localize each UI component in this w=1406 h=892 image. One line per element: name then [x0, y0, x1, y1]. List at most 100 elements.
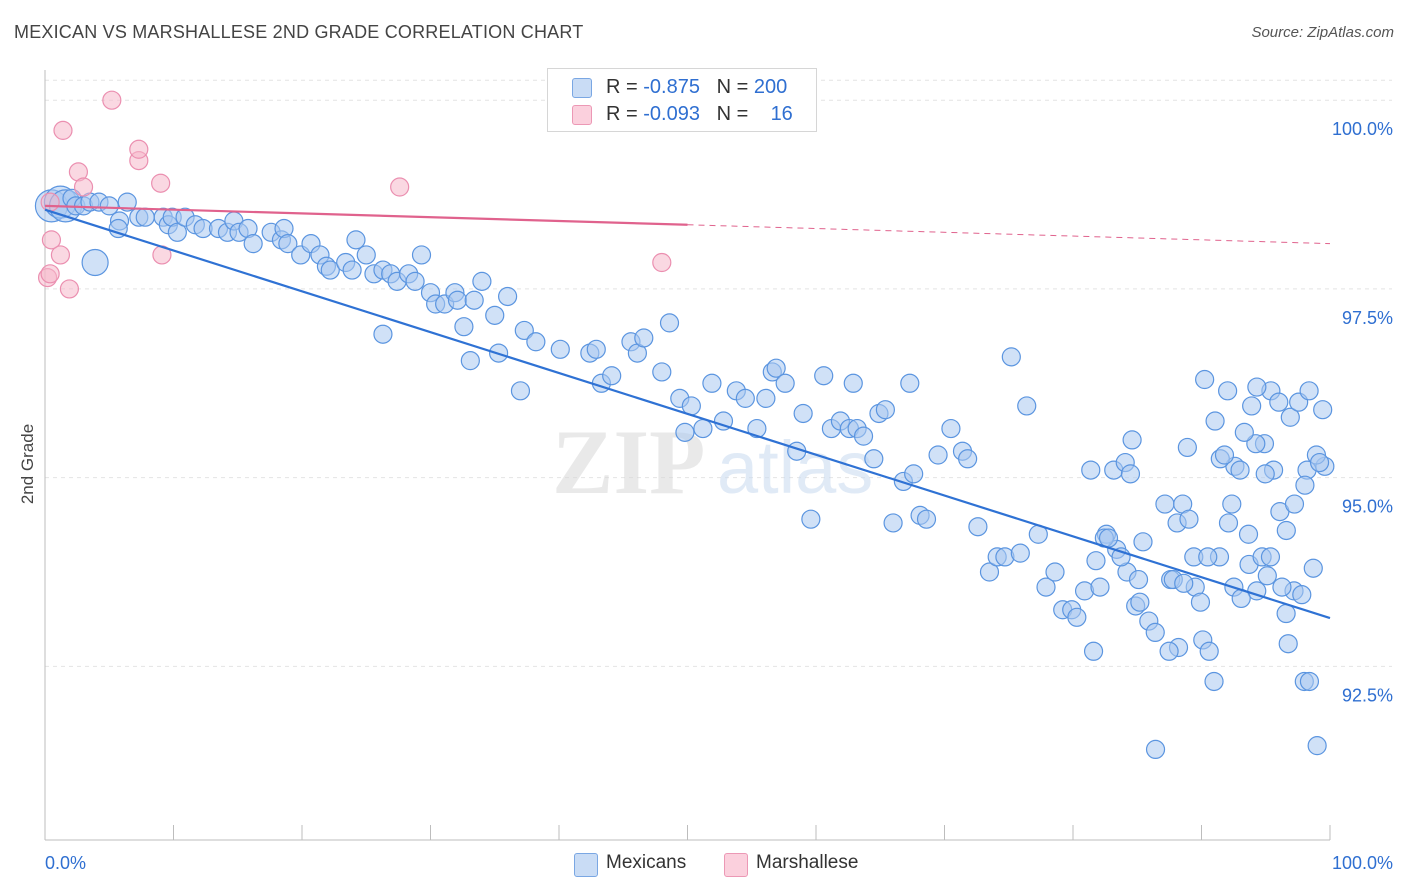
mexicans-point	[843, 373, 863, 393]
mexicans-point	[1199, 641, 1219, 661]
mexicans-point	[1086, 551, 1106, 571]
marshallese-point	[102, 90, 122, 110]
mexicans-point	[875, 400, 895, 420]
mexicans-point	[1130, 592, 1150, 612]
mexicans-point	[135, 207, 155, 227]
legend-text-mexicans: R = -0.875 N = 200	[606, 76, 787, 99]
mexicans-point	[1242, 396, 1262, 416]
mexicans-point	[1120, 464, 1141, 484]
mexicans-point	[1174, 573, 1194, 593]
legend-r-value: -0.875	[643, 76, 700, 98]
mexicans-point	[801, 509, 821, 529]
mexicans-point	[883, 513, 903, 533]
marshallese-trend-extension	[687, 224, 1331, 245]
legend-n-label: N =	[716, 103, 749, 125]
legend-swatch-marshallese	[572, 105, 592, 125]
mexicans-point	[1284, 494, 1305, 514]
mexicans-point	[1083, 641, 1104, 661]
mexicans-point	[1159, 641, 1179, 661]
bottom-legend-label: Mexicans	[606, 852, 687, 873]
mexicans-point	[675, 422, 695, 442]
mexicans-point	[775, 373, 795, 393]
mexicans-point	[498, 286, 518, 307]
bottom-legend-label: Marshallese	[756, 852, 859, 873]
mexicans-point	[864, 449, 884, 469]
mexicans-point	[958, 449, 978, 469]
marshallese-points	[37, 90, 672, 299]
mexicans-point	[1269, 392, 1289, 412]
y-tick-label: 95.0%	[1342, 497, 1393, 517]
trend-lines	[44, 204, 1331, 620]
mexicans-trend-line	[44, 208, 1331, 620]
legend-n-value: 16	[770, 103, 793, 125]
mexicans-point	[243, 234, 263, 254]
mexicans-point	[1276, 520, 1296, 541]
mexicans-point	[766, 358, 786, 378]
chart-title: MEXICAN VS MARSHALLESE 2ND GRADE CORRELA…	[14, 22, 584, 42]
y-tick-label: 100.0%	[1332, 119, 1393, 139]
mexicans-point	[320, 260, 340, 280]
mexicans-point	[550, 339, 570, 359]
mexicans-point	[1272, 577, 1292, 597]
mexicans-point	[1313, 400, 1333, 420]
mexicans-point	[634, 328, 654, 348]
mexicans-point	[1179, 509, 1199, 529]
mexicans-point	[928, 445, 948, 465]
bottom-swatch-marshallese	[724, 853, 748, 877]
mexicans-point	[99, 196, 119, 216]
mexicans-point	[346, 230, 366, 250]
mexicans-point	[510, 381, 531, 401]
marshallese-point	[390, 177, 410, 197]
legend-swatch-mexicans	[572, 78, 592, 98]
mexicans-point	[1198, 547, 1218, 567]
mexicans-point	[1145, 739, 1166, 760]
mexicans-point	[1204, 671, 1224, 692]
y-axis-label: 2nd Grade	[18, 424, 37, 504]
mexicans-point	[167, 222, 187, 242]
bottom-swatch-mexicans	[574, 853, 598, 877]
mexicans-point	[1260, 547, 1281, 567]
mexicans-point	[278, 234, 298, 254]
correlation-legend: R = -0.875 N = 200 R = -0.093 N = 16	[547, 68, 817, 132]
mexicans-point	[586, 339, 606, 359]
marshallese-point	[50, 245, 71, 265]
marshallese-point	[129, 139, 149, 159]
mexicans-point	[1090, 577, 1110, 597]
mexicans-point	[1214, 445, 1235, 465]
mexicans-point	[814, 366, 834, 386]
mexicans-point	[1238, 524, 1259, 544]
mexicans-point	[1098, 528, 1119, 548]
mexicans-point	[1247, 377, 1267, 397]
mexicans-point	[1145, 622, 1165, 643]
mexicans-point	[941, 418, 961, 439]
mexicans-point	[1195, 369, 1215, 390]
mexicans-point	[1218, 381, 1238, 401]
mexicans-point	[1128, 569, 1149, 590]
mexicans-point	[713, 411, 734, 431]
mexicans-point	[526, 332, 546, 352]
mexicans-point	[1280, 407, 1300, 427]
mexicans-point	[460, 351, 480, 371]
mexicans-point	[1122, 430, 1142, 450]
legend-r-value: -0.093	[643, 103, 700, 125]
mexicans-point	[756, 388, 776, 408]
mexicans-point	[1303, 558, 1323, 578]
marshallese-point	[53, 120, 73, 140]
legend-r-label: R =	[606, 103, 638, 125]
watermark: ZIP atlas	[552, 411, 873, 513]
mexicans-point	[1292, 585, 1312, 605]
mexicans-point	[472, 271, 492, 291]
mexicans-point	[117, 192, 137, 212]
mexicans-point	[1218, 513, 1239, 533]
mexicans-point	[108, 218, 128, 239]
x-tick-label: 0.0%	[45, 853, 86, 873]
marshallese-point	[40, 192, 60, 212]
mexicans-point	[693, 418, 713, 439]
mexicans-point	[968, 517, 988, 537]
x-tick-label: 100.0%	[1332, 853, 1393, 873]
mexicans-point	[900, 373, 920, 393]
mexicans-point	[916, 509, 937, 529]
mexicans-point	[1045, 562, 1065, 582]
mexicans-point	[904, 464, 924, 484]
mexicans-point	[853, 426, 874, 446]
